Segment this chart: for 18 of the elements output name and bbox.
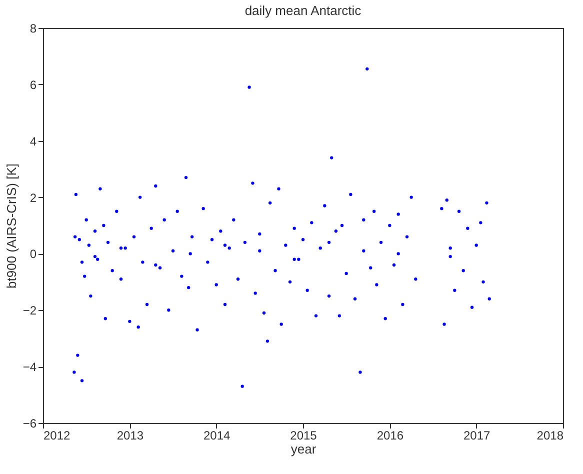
- y-axis-title: bt900 (AIRS-CrIS) [K]: [4, 164, 19, 288]
- x-tick-label: 2016: [376, 428, 404, 442]
- x-tick-label: 2012: [44, 428, 71, 442]
- y-tick-label: 4: [30, 134, 37, 148]
- y-tick-label: −2: [22, 304, 37, 318]
- x-tick-label: 2014: [203, 428, 231, 442]
- y-tick-label: 8: [30, 22, 37, 36]
- x-tick-label: 2018: [536, 428, 564, 442]
- y-tick-label: 0: [30, 247, 37, 262]
- x-tick-label: 2017: [463, 428, 491, 442]
- x-tick-label: 2015: [290, 428, 318, 442]
- x-tick-label: 2013: [116, 428, 144, 442]
- y-tick-label: −4: [22, 360, 37, 374]
- y-tick-label: −6: [22, 416, 37, 430]
- y-tick-label: 6: [30, 78, 37, 92]
- y-tick-label: 2: [30, 190, 37, 205]
- x-axis-title: year: [290, 442, 317, 456]
- chart-title: daily mean Antarctic: [244, 3, 362, 18]
